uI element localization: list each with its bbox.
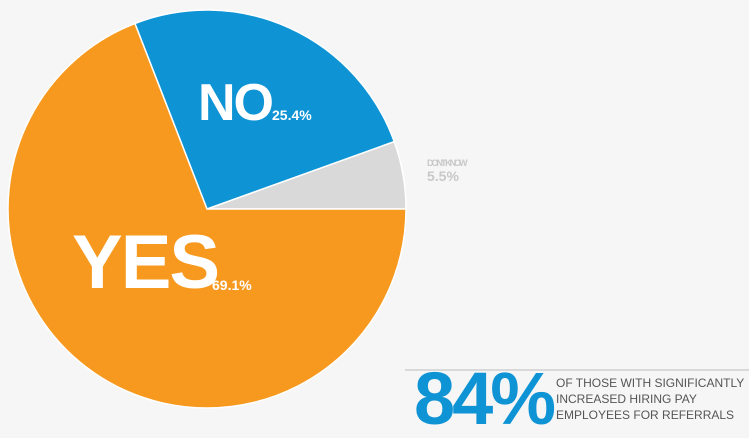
callout-figure: 84%: [414, 357, 554, 438]
pie-slice: [7, 22, 407, 409]
slice-label: YES: [72, 220, 218, 305]
value-label: 69.1%: [212, 277, 252, 293]
callout-text: OF THOSE WITH SIGNIFICANTLY: [556, 376, 744, 390]
value-label: 25.4%: [272, 107, 312, 123]
value-label: 5.5%: [427, 168, 459, 184]
callout-text: EMPLOYEES FOR REFERRALS: [556, 408, 734, 422]
slice-label: NO: [198, 74, 273, 132]
slice-label: DON'T KNOW: [427, 158, 468, 168]
pie-slice: [133, 9, 396, 210]
callout-text: INCREASED HIRING PAY: [556, 392, 697, 406]
